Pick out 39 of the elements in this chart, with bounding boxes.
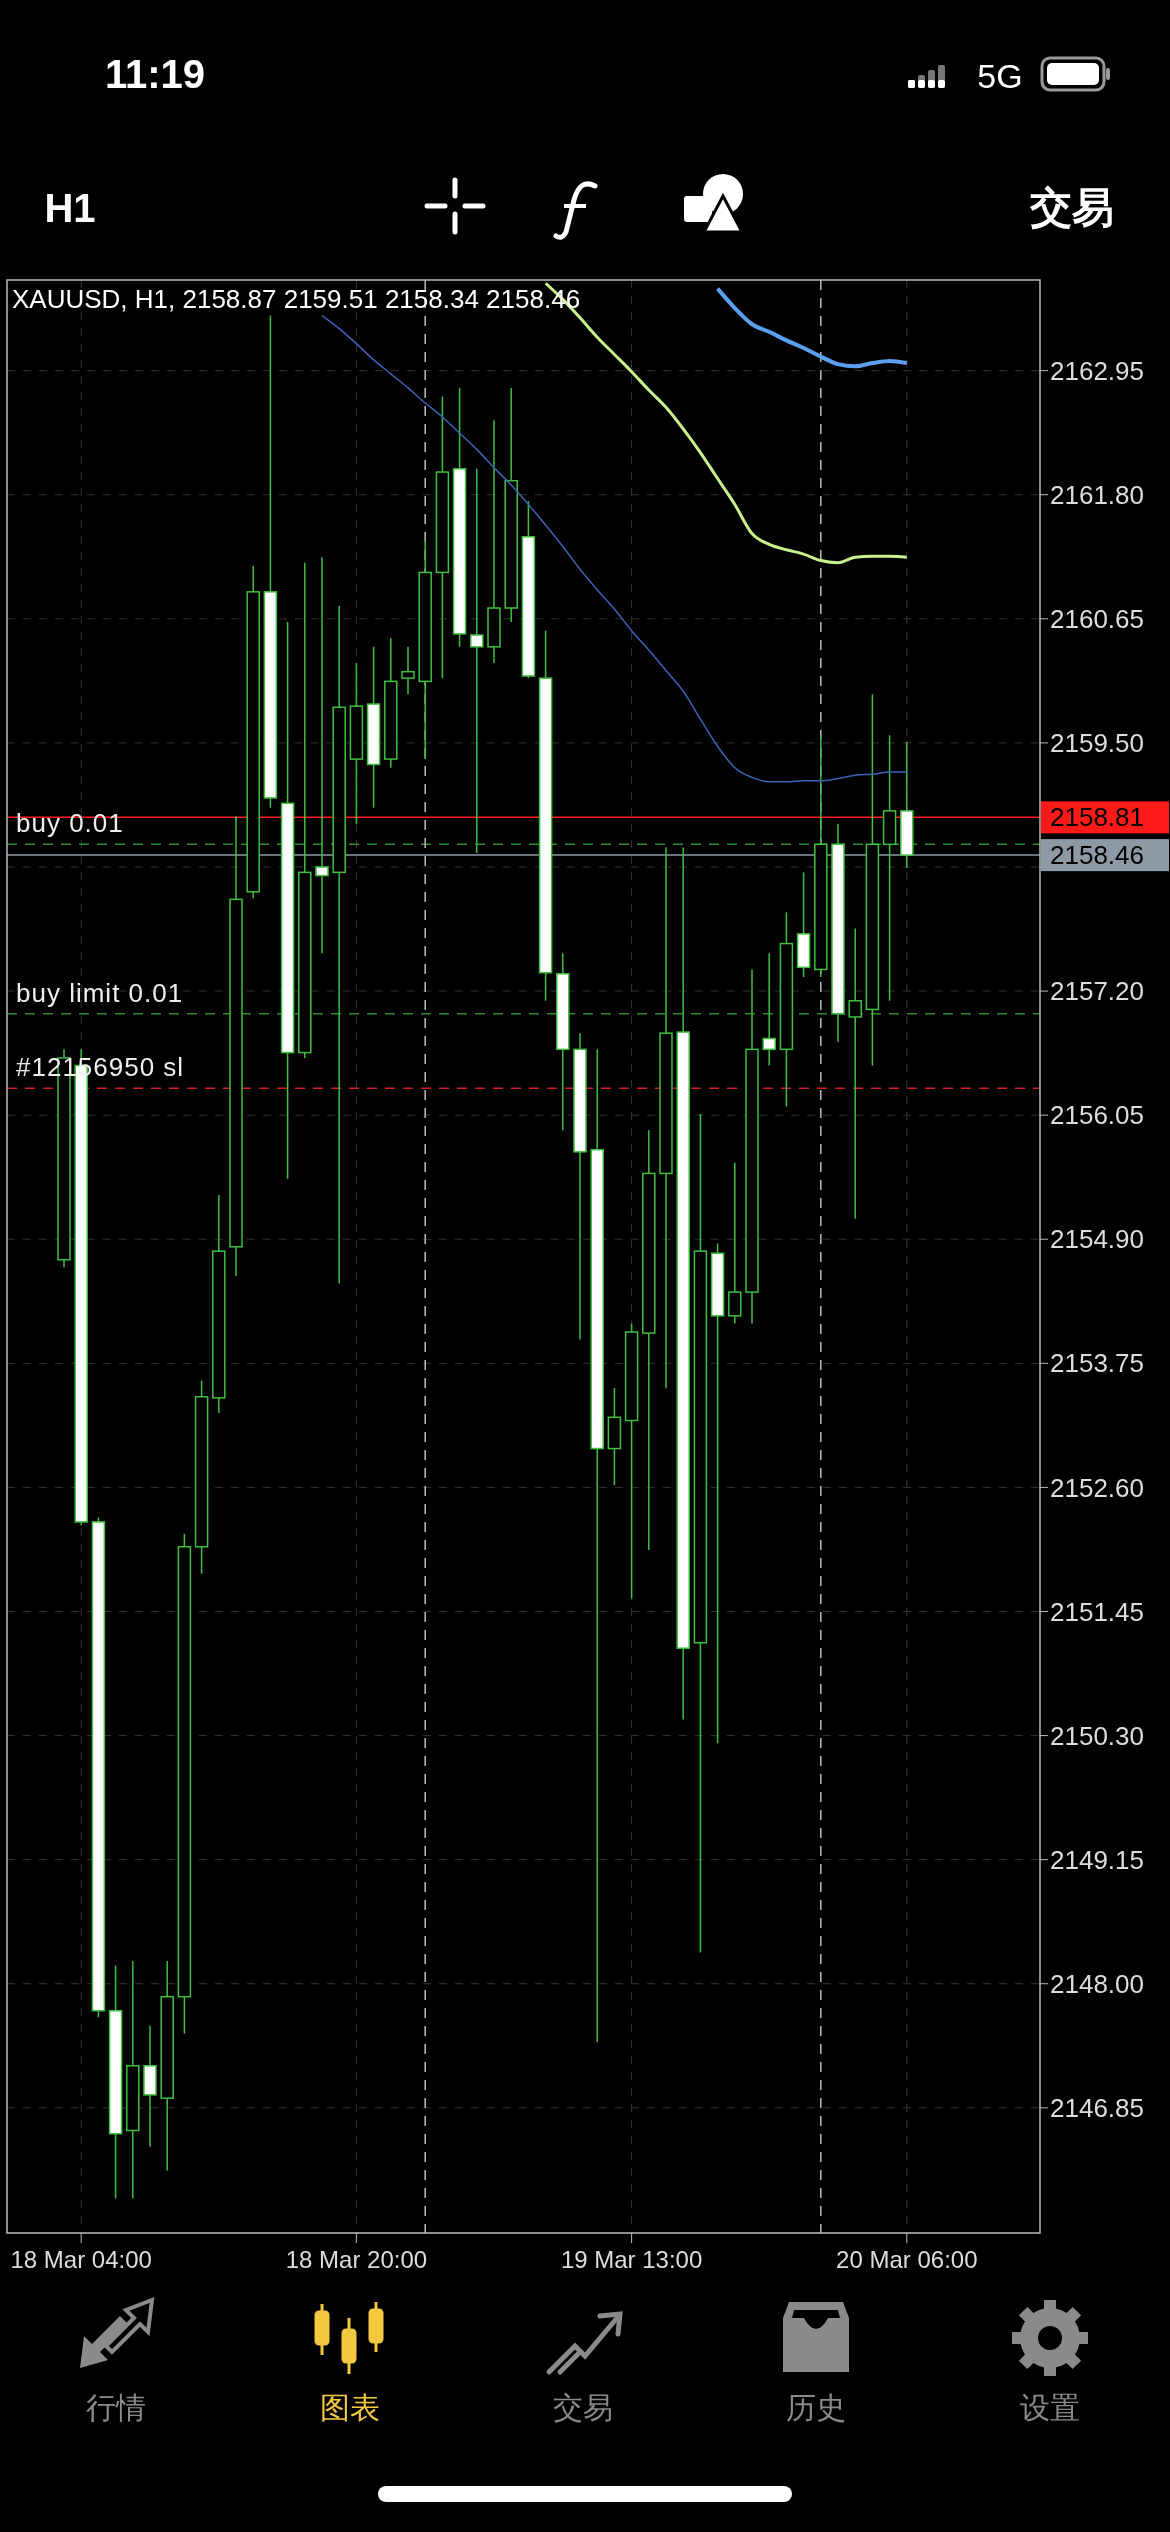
y-tick-label: 2146.85 [1050, 2092, 1144, 2123]
y-tick-label: 2152.60 [1050, 1472, 1144, 1503]
y-tick-label: 2162.95 [1050, 355, 1144, 386]
y-tick-label: 2156.05 [1050, 1100, 1144, 1131]
candlestick [848, 927, 862, 1220]
text: 5G [977, 57, 1023, 95]
y-tick-label: 2153.75 [1050, 1348, 1144, 1379]
y-tick-label: 2160.65 [1050, 603, 1144, 634]
text: 交易 [1029, 184, 1114, 231]
text: 历史 [786, 2391, 846, 2424]
candlestick [762, 952, 776, 1067]
ref-line-label: buy 0.01 [16, 808, 124, 839]
ref-line-label: 2158.81 [1050, 802, 1144, 833]
candlestick [728, 1161, 742, 1325]
y-tick-label: 2148.00 [1050, 1968, 1144, 1999]
line-series [715, 286, 909, 369]
text: 行情 [86, 2391, 146, 2424]
x-tick-label: 20 Mar 06:00 [836, 2246, 978, 2273]
x-tick-label: 18 Mar 04:00 [10, 2246, 152, 2273]
x-tick-label: 19 Mar 13:00 [560, 2246, 703, 2273]
y-tick-label: 2157.20 [1050, 976, 1144, 1007]
y-tick-label: 2150.30 [1050, 1720, 1144, 1751]
text: H1 [44, 186, 96, 230]
y-tick-label: 2154.90 [1050, 1224, 1144, 1255]
candlestick [470, 468, 484, 854]
line-series [321, 314, 908, 783]
ref-line-label: buy limit 0.01 [16, 977, 184, 1008]
text: 11:19 [104, 52, 206, 96]
text: 图表 [320, 2391, 380, 2424]
y-tick-label: 2159.50 [1050, 727, 1144, 758]
y-tick-label: 2161.80 [1050, 479, 1144, 510]
text: 设置 [1020, 2391, 1080, 2424]
candlestick [401, 646, 415, 696]
x-tick-label: 18 Mar 20:00 [285, 2246, 428, 2273]
text: 交易 [553, 2391, 613, 2424]
y-tick-label: 2149.15 [1050, 1844, 1144, 1875]
y-tick-label: 2151.45 [1050, 1596, 1144, 1627]
ref-line-label: 2158.46 [1050, 840, 1144, 871]
candlestick [315, 556, 329, 955]
